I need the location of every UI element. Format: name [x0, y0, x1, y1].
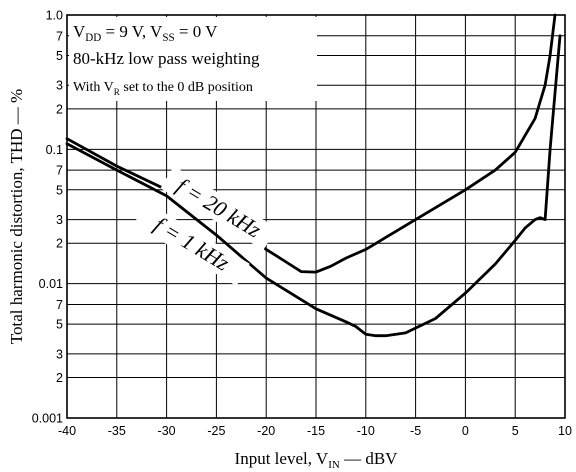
x-tick-label: -5	[410, 424, 421, 438]
conditions-bg	[69, 17, 317, 101]
x-tick-label: 10	[558, 424, 572, 438]
tick-labels: -40 -35 -30 -25 -20 -15 -10 -5 0 5 10 1.0 0.1 0.01 0.0…	[32, 9, 572, 439]
y-tick-label: 5	[56, 318, 63, 332]
y-tick-label: 3	[56, 347, 63, 361]
x-axis-title: Input level, VIN — dBV	[235, 449, 399, 471]
x-tick-label: -40	[58, 424, 76, 438]
x-tick-label: 5	[512, 424, 519, 438]
x-tick-label: -20	[257, 424, 275, 438]
y-tick-label: 0.01	[39, 277, 63, 291]
plot-frame	[66, 14, 566, 419]
x-tick-label: 0	[462, 424, 469, 438]
x-tick-label: -10	[357, 424, 375, 438]
conditions-box: VDD = 9 V, VSS = 0 V 80-kHz low pass weig…	[69, 17, 317, 101]
curve-label-halo	[160, 165, 277, 251]
x-tick-label: -15	[307, 424, 325, 438]
y-tick-label: 5	[56, 183, 63, 197]
series-line	[65, 34, 562, 338]
y-tick-label: 2	[56, 237, 63, 251]
condition-line: VDD = 9 V, VSS = 0 V	[73, 22, 218, 44]
y-tick-label: 3	[56, 79, 63, 93]
x-axis-title-unit: — dBV	[340, 449, 398, 468]
y-tick-label: 0.001	[32, 412, 63, 426]
x-axis-title-sub: IN	[328, 459, 340, 471]
y-axis-title: Total harmonic distortion, THD — %	[7, 89, 26, 344]
y-tick-label: 5	[56, 49, 63, 63]
y-tick-label: 2	[56, 102, 63, 116]
y-tick-label: 0.1	[46, 143, 63, 157]
x-tick-label: -35	[108, 424, 126, 438]
y-tick-label: 7	[56, 164, 63, 178]
condition-line: With VR set to the 0 dB position	[73, 80, 253, 97]
x-tick-label: -25	[207, 424, 225, 438]
condition-line: 80-kHz low pass weighting	[73, 49, 260, 68]
x-tick-label: -30	[158, 424, 176, 438]
y-tick-label: 7	[56, 298, 63, 312]
x-axis-title-main: Input level, V	[235, 449, 329, 468]
curve-label-halo	[133, 201, 250, 287]
y-tick-label: 2	[56, 371, 63, 385]
y-tick-label: 3	[56, 213, 63, 227]
y-tick-label: 7	[56, 29, 63, 43]
y-tick-label: 1.0	[46, 9, 63, 23]
